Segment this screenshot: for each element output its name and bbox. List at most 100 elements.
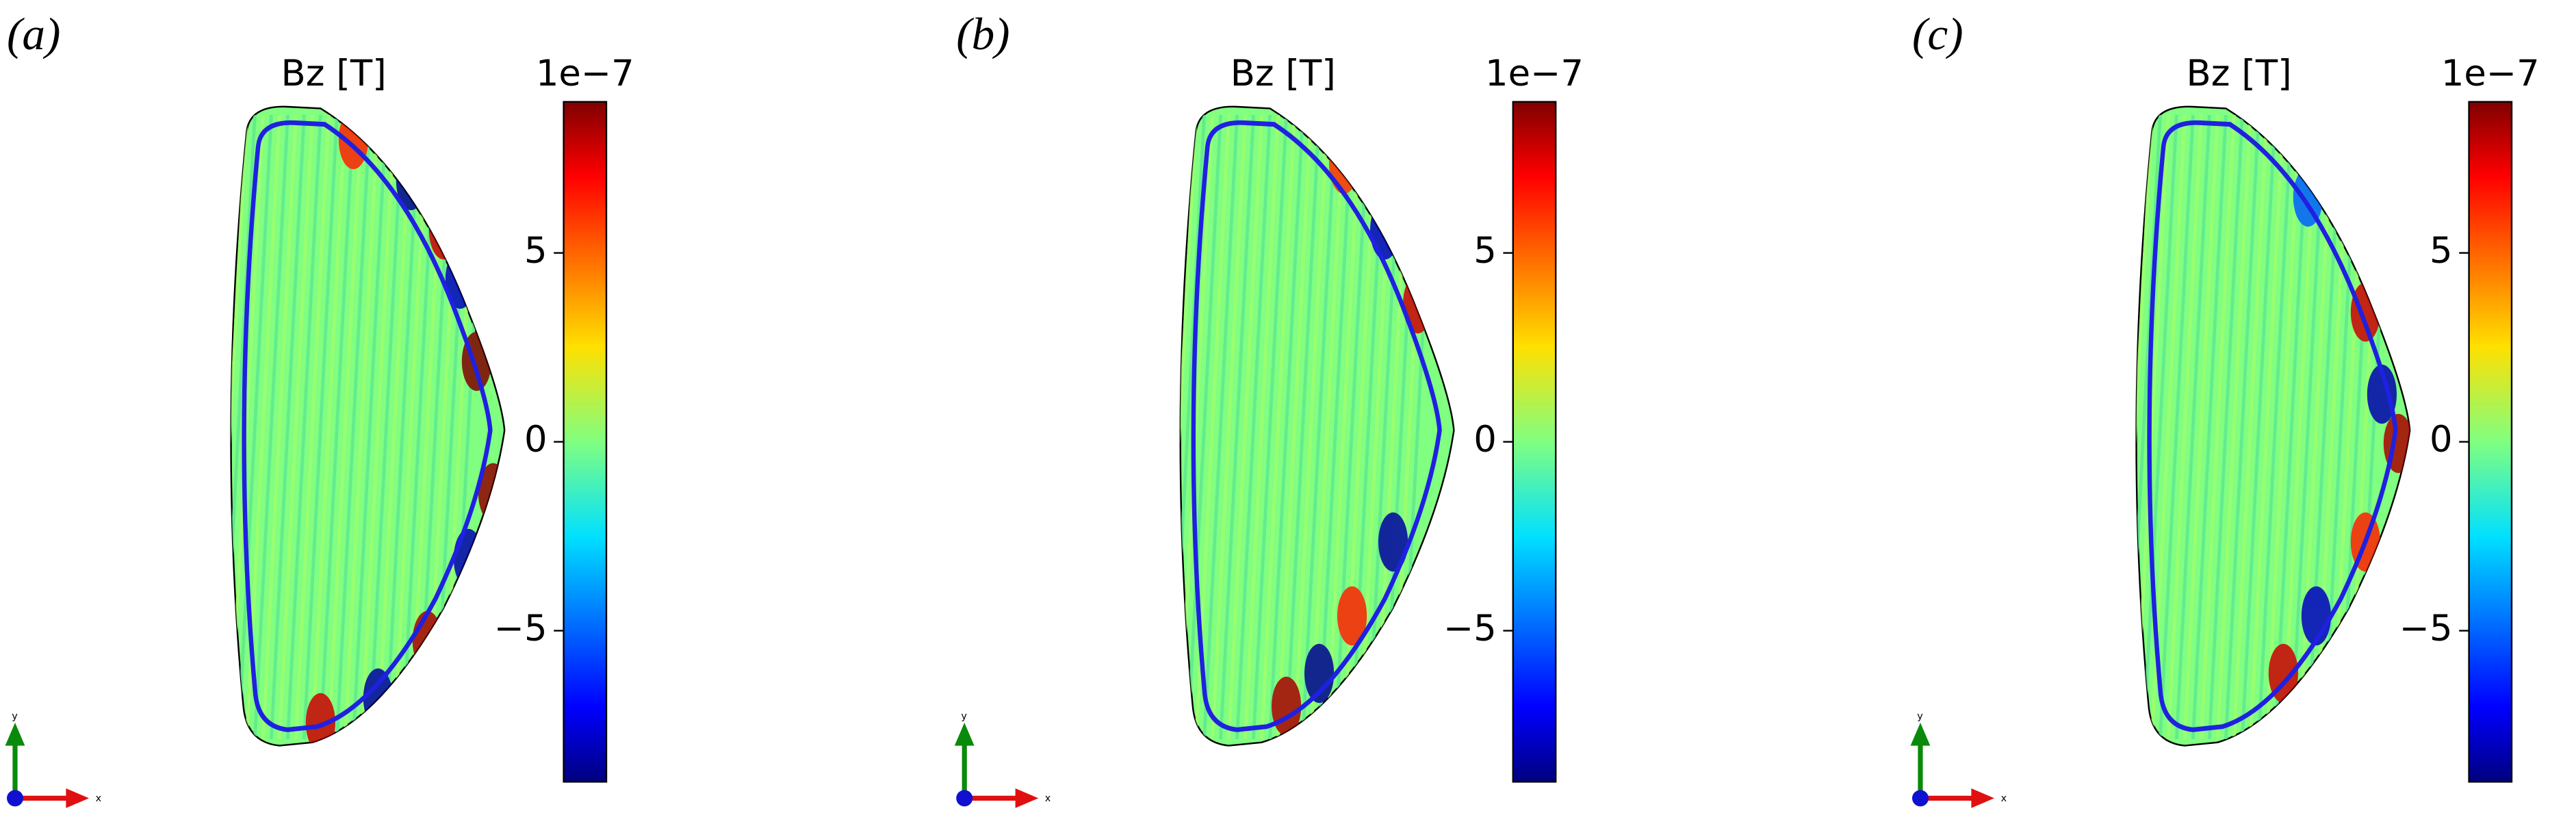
wave-stripe <box>1276 114 1313 740</box>
wave-stripe <box>360 114 396 740</box>
colorbar-tick-label: −5 <box>2399 608 2453 649</box>
axis-y-label: y <box>1917 711 1923 722</box>
wave-stripe <box>1268 114 1304 740</box>
axis-y-head <box>5 723 25 746</box>
wave-stripe <box>368 114 404 740</box>
wave-stripe <box>2224 114 2261 740</box>
wave-stripe <box>231 114 257 740</box>
wave-stripe <box>1235 114 1272 740</box>
colorbar-tick-label: 5 <box>524 230 548 272</box>
colorbar-tick-label: 0 <box>2430 419 2453 461</box>
wave-stripe <box>344 114 380 740</box>
colorbar-tick-label: 5 <box>1473 230 1497 272</box>
wave-stripe <box>1180 114 1206 740</box>
wave-stripe <box>335 114 372 740</box>
colorbar-tick-label: −5 <box>494 608 548 649</box>
wave-stripe <box>1309 114 1345 740</box>
wave-stripe <box>1260 114 1296 740</box>
wave-stripe <box>1252 114 1288 740</box>
wave-stripe <box>1202 114 1239 740</box>
wave-stripe <box>393 114 429 740</box>
panel-label: (c) <box>1912 8 1963 60</box>
axis-y-label: y <box>961 711 967 722</box>
wave-stripe <box>1293 114 1329 740</box>
wave-stripe <box>2142 114 2178 740</box>
wave-stripe <box>327 114 363 740</box>
axis-x-head <box>1015 788 1039 808</box>
axis-x-label: x <box>2001 793 2007 804</box>
wave-stripe <box>253 114 289 740</box>
wave-stripe <box>1186 114 1222 740</box>
wave-stripe <box>2232 114 2269 740</box>
field-blob <box>1378 512 1408 572</box>
wave-stripe <box>2216 114 2252 740</box>
wave-stripe <box>1326 114 1362 740</box>
axis-y-head <box>954 723 975 746</box>
colorbar-tick-label: 0 <box>1473 419 1497 461</box>
wave-stripe <box>1180 114 1198 740</box>
axis-x-label: x <box>96 793 102 804</box>
wave-stripe <box>2175 114 2211 740</box>
plot-title: Bz [T] <box>1231 53 1336 94</box>
axis-x-label: x <box>1045 793 1051 804</box>
colorbar <box>2468 101 2513 783</box>
field-blob <box>428 200 459 260</box>
plot-title: Bz [T] <box>281 53 387 94</box>
field-blob <box>2367 364 2397 424</box>
colorbar <box>1512 101 1557 783</box>
wave-stripe <box>1301 114 1337 740</box>
field-blob <box>412 610 442 671</box>
wave-stripe <box>311 114 347 740</box>
panel-label: (a) <box>7 8 60 60</box>
wave-stripe <box>2159 114 2195 740</box>
wave-stripe <box>1244 114 1280 740</box>
boundary-contour <box>1191 120 1442 732</box>
wave-stripe <box>1285 114 1321 740</box>
axis-origin <box>7 790 23 807</box>
plot-title: Bz [T] <box>2187 53 2292 94</box>
wave-stripe <box>2136 114 2154 740</box>
colorbar-tick-label: 0 <box>524 419 548 461</box>
colorbar-tick-label: 5 <box>2430 230 2453 272</box>
wave-stripe <box>231 114 248 740</box>
wave-stripe <box>2167 114 2203 740</box>
axis-y-head <box>1910 723 1931 746</box>
axis-origin <box>1912 790 1929 807</box>
axis-y-label: y <box>12 711 18 722</box>
field-blob <box>1337 586 1367 646</box>
boundary-contour <box>2147 120 2398 732</box>
wave-stripe <box>286 114 322 740</box>
wave-stripe <box>294 114 331 740</box>
wave-stripe <box>2183 114 2219 740</box>
wave-stripe <box>302 114 339 740</box>
panel: (a) Bz [T] 1e−7 5 0 −5 y x <box>5 8 634 808</box>
colorbar-offset: 1e−7 <box>536 53 634 94</box>
wave-stripe <box>2200 114 2236 740</box>
colorbar-offset: 1e−7 <box>2441 53 2540 94</box>
wave-stripe <box>2136 114 2162 740</box>
wave-stripe <box>376 114 413 740</box>
wave-stripe <box>261 114 298 740</box>
field-blob <box>1304 643 1335 704</box>
wave-stripe <box>2191 114 2228 740</box>
wave-stripe <box>1317 114 1354 740</box>
axis-origin <box>956 790 973 807</box>
wave-stripe <box>237 114 273 740</box>
wave-stripe <box>2208 114 2244 740</box>
axis-x-head <box>1971 788 1994 808</box>
wave-stripe <box>2257 114 2293 740</box>
wave-stripe <box>1227 114 1263 740</box>
panel-label: (b) <box>956 8 1009 60</box>
field-blob <box>1370 200 1400 260</box>
panel: (b) Bz [T] 1e−7 5 0 −5 y x <box>954 8 1584 808</box>
wave-stripe <box>2241 114 2277 740</box>
boundary-contour <box>242 120 493 732</box>
wave-stripe <box>319 114 355 740</box>
wave-stripe <box>2249 114 2285 740</box>
field-blob <box>1329 134 1359 194</box>
wave-stripe <box>1211 114 1247 740</box>
field-blob <box>363 668 393 728</box>
field-blob <box>1272 676 1302 736</box>
colorbar <box>563 101 608 783</box>
